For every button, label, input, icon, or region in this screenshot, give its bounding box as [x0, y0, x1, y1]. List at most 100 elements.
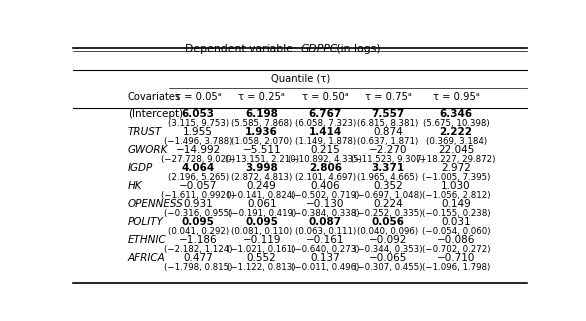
Text: 3.998: 3.998 — [246, 163, 278, 173]
Text: 0.406: 0.406 — [311, 181, 340, 191]
Text: −0.065: −0.065 — [369, 253, 407, 263]
Text: −0.119: −0.119 — [243, 235, 281, 245]
Text: (1.058, 2.070): (1.058, 2.070) — [231, 137, 292, 146]
Text: 0.874: 0.874 — [373, 127, 403, 137]
Text: (3.115, 9.753): (3.115, 9.753) — [168, 119, 229, 128]
Text: (−0.011, 0.496): (−0.011, 0.496) — [291, 263, 359, 272]
Text: (−1.122, 0.813): (−1.122, 0.813) — [227, 263, 296, 272]
Text: (−1.021, 0.161): (−1.021, 0.161) — [227, 245, 296, 254]
Text: (−0.155, 0.238): (−0.155, 0.238) — [422, 209, 490, 218]
Text: (5.585, 7.868): (5.585, 7.868) — [231, 119, 292, 128]
Text: (−0.502, 0.719): (−0.502, 0.719) — [291, 191, 359, 200]
Text: Quantile (τ): Quantile (τ) — [271, 74, 330, 83]
Text: (−0.141, 0.824): (−0.141, 0.824) — [227, 191, 296, 200]
Text: 0.552: 0.552 — [247, 253, 277, 263]
Text: 0.249: 0.249 — [247, 181, 277, 191]
Text: 2.806: 2.806 — [309, 163, 342, 173]
Text: 6.346: 6.346 — [440, 109, 473, 119]
Text: −0.130: −0.130 — [306, 199, 345, 209]
Text: (1.149, 1.878): (1.149, 1.878) — [295, 137, 356, 146]
Text: (−0.384, 0.338): (−0.384, 0.338) — [291, 209, 360, 218]
Text: −2.270: −2.270 — [369, 145, 407, 155]
Text: 0.087: 0.087 — [309, 217, 342, 227]
Text: −0.092: −0.092 — [369, 235, 407, 245]
Text: τ = 0.50ᵃ: τ = 0.50ᵃ — [302, 92, 349, 102]
Text: (2.196, 5.265): (2.196, 5.265) — [168, 173, 229, 182]
Text: 6.198: 6.198 — [246, 109, 278, 119]
Text: (−1.005, 7.395): (−1.005, 7.395) — [422, 173, 490, 182]
Text: −0.710: −0.710 — [437, 253, 475, 263]
Text: HK: HK — [128, 181, 142, 191]
Text: (−0.702, 0.272): (−0.702, 0.272) — [422, 245, 490, 254]
Text: 1.955: 1.955 — [183, 127, 213, 137]
Text: (−11.523, 9.307): (−11.523, 9.307) — [351, 155, 425, 164]
Text: (0.063, 0.111): (0.063, 0.111) — [295, 227, 356, 236]
Text: POLITY: POLITY — [128, 217, 163, 227]
Text: 0.931: 0.931 — [183, 199, 213, 209]
Text: (6.058, 7.323): (6.058, 7.323) — [295, 119, 356, 128]
Text: (−10.892, 4.335): (−10.892, 4.335) — [288, 155, 362, 164]
Text: (−0.307, 0.455): (−0.307, 0.455) — [354, 263, 423, 272]
Text: (−1.798, 0.815): (−1.798, 0.815) — [164, 263, 232, 272]
Text: Dependent variable:: Dependent variable: — [185, 44, 300, 54]
Text: 0.095: 0.095 — [246, 217, 278, 227]
Text: (−1.611, 0.9920): (−1.611, 0.9920) — [161, 191, 235, 200]
Text: TRUST: TRUST — [128, 127, 162, 137]
Text: (2.101, 4.697): (2.101, 4.697) — [295, 173, 356, 182]
Text: (Intercept): (Intercept) — [128, 109, 183, 119]
Text: (5.675, 10.398): (5.675, 10.398) — [423, 119, 489, 128]
Text: 0.031: 0.031 — [441, 217, 471, 227]
Text: −14.992: −14.992 — [176, 145, 221, 155]
Text: 1.936: 1.936 — [246, 127, 278, 137]
Text: (−1.056, 2.812): (−1.056, 2.812) — [422, 191, 490, 200]
Text: (0.637, 1.871): (0.637, 1.871) — [357, 137, 418, 146]
Text: (6.815, 8.381): (6.815, 8.381) — [357, 119, 418, 128]
Text: 0.477: 0.477 — [183, 253, 213, 263]
Text: 3.371: 3.371 — [372, 163, 404, 173]
Text: −0.161: −0.161 — [306, 235, 345, 245]
Text: 0.056: 0.056 — [372, 217, 404, 227]
Text: 0.149: 0.149 — [441, 199, 471, 209]
Text: (−0.697, 1.048): (−0.697, 1.048) — [354, 191, 422, 200]
Text: (0.041, 0.292): (0.041, 0.292) — [168, 227, 229, 236]
Text: −0.057: −0.057 — [179, 181, 217, 191]
Text: (in logs): (in logs) — [333, 44, 381, 54]
Text: (−0.640, 0.273): (−0.640, 0.273) — [291, 245, 360, 254]
Text: (−1.496, 3.788): (−1.496, 3.788) — [164, 137, 232, 146]
Text: ETHNIC: ETHNIC — [128, 235, 166, 245]
Text: (−13.151, 2.210): (−13.151, 2.210) — [224, 155, 299, 164]
Text: τ = 0.05ᵃ: τ = 0.05ᵃ — [175, 92, 222, 102]
Text: 1.414: 1.414 — [309, 127, 342, 137]
Text: τ = 0.75ᵃ: τ = 0.75ᵃ — [364, 92, 411, 102]
Text: 0.215: 0.215 — [311, 145, 340, 155]
Text: OPENNESS: OPENNESS — [128, 199, 183, 209]
Text: 2.222: 2.222 — [440, 127, 472, 137]
Text: 6.767: 6.767 — [309, 109, 342, 119]
Text: GDPPC: GDPPC — [300, 44, 338, 54]
Text: (−0.316, 0.955): (−0.316, 0.955) — [164, 209, 232, 218]
Text: −1.186: −1.186 — [179, 235, 217, 245]
Text: 0.061: 0.061 — [247, 199, 277, 209]
Text: −5.511: −5.511 — [243, 145, 281, 155]
Text: 7.557: 7.557 — [372, 109, 404, 119]
Text: AFRICA: AFRICA — [128, 253, 165, 263]
Text: (0.369, 3.184): (0.369, 3.184) — [425, 137, 486, 146]
Text: (−0.252, 0.335): (−0.252, 0.335) — [354, 209, 423, 218]
Text: (−2.182, 1.124): (−2.182, 1.124) — [164, 245, 233, 254]
Text: Covariates: Covariates — [128, 92, 181, 102]
Text: 0.224: 0.224 — [373, 199, 403, 209]
Text: 1.030: 1.030 — [441, 181, 471, 191]
Text: (1.965, 4.665): (1.965, 4.665) — [357, 173, 418, 182]
Text: 0.095: 0.095 — [182, 217, 214, 227]
Text: 4.064: 4.064 — [182, 163, 214, 173]
Text: (−27.728, 9.020): (−27.728, 9.020) — [161, 155, 235, 164]
Text: 0.352: 0.352 — [373, 181, 403, 191]
Text: 6.053: 6.053 — [182, 109, 214, 119]
Text: 22.045: 22.045 — [438, 145, 474, 155]
Text: (0.040, 0.096): (0.040, 0.096) — [357, 227, 418, 236]
Text: GWORK: GWORK — [128, 145, 168, 155]
Text: τ = 0.95ᵃ: τ = 0.95ᵃ — [432, 92, 479, 102]
Text: (2.872, 4.813): (2.872, 4.813) — [231, 173, 292, 182]
Text: (−0.054, 0.060): (−0.054, 0.060) — [422, 227, 490, 236]
Text: τ = 0.25ᵃ: τ = 0.25ᵃ — [239, 92, 285, 102]
